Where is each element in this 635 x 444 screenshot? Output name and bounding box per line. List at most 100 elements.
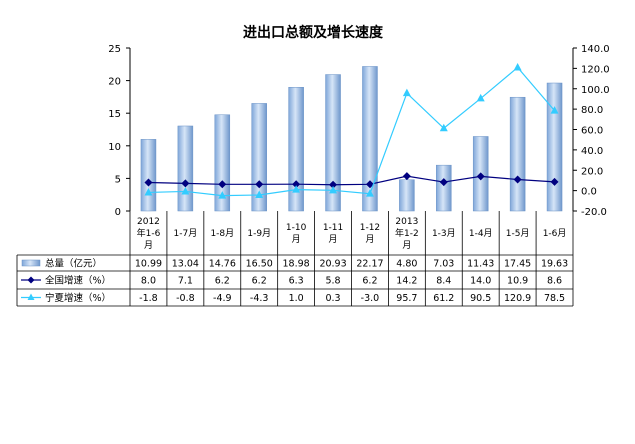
category-label: 1-3月 <box>432 228 456 239</box>
bar <box>214 114 231 212</box>
data-label: 95.7 <box>396 293 417 304</box>
category-label: 年1-2 <box>395 227 419 239</box>
data-label: 10.9 <box>507 276 528 287</box>
bar <box>325 74 341 212</box>
data-label: 7.03 <box>433 259 454 270</box>
data-label: 8.4 <box>436 276 451 287</box>
legend-key-bar <box>21 259 41 267</box>
data-label: 6.3 <box>289 276 304 287</box>
diamond-marker <box>402 172 411 181</box>
triangle-marker <box>402 88 411 97</box>
data-label: 8.6 <box>547 276 562 287</box>
left-tick-label: 15 <box>108 109 121 120</box>
left-tick-label: 5 <box>115 174 121 185</box>
category-label: 月 <box>402 240 411 251</box>
data-label: 11.43 <box>467 259 494 270</box>
right-tick-label: 120.0 <box>581 64 610 75</box>
right-tick-label: 80.0 <box>581 105 603 116</box>
category-label: 2013 <box>395 217 418 227</box>
data-label: 90.5 <box>470 293 491 304</box>
left-tick-label: 0 <box>115 207 121 218</box>
diamond-marker <box>476 172 485 181</box>
legend-diamond-marker <box>27 276 35 284</box>
category-label: 月 <box>144 240 153 251</box>
data-label: 18.98 <box>283 259 310 270</box>
data-label: -4.3 <box>250 293 269 304</box>
triangle-marker <box>329 185 338 194</box>
data-label: 14.76 <box>209 259 236 270</box>
category-label: 1-11 <box>323 223 343 233</box>
diamond-marker <box>181 179 190 188</box>
data-label: 13.04 <box>172 259 199 270</box>
triangle-marker <box>365 189 374 197</box>
category-label: 1-10 <box>286 223 307 233</box>
category-label: 月 <box>365 234 374 245</box>
data-label: 6.2 <box>215 276 230 287</box>
data-label: 61.2 <box>433 293 454 304</box>
diamond-marker <box>218 180 227 189</box>
legend-entry: 总量（亿元） <box>45 258 102 270</box>
data-label: 5.8 <box>325 276 340 287</box>
bar <box>436 164 452 212</box>
data-label: 120.9 <box>504 293 531 304</box>
bar <box>399 179 415 212</box>
bar <box>546 82 563 212</box>
bar <box>509 96 526 212</box>
data-label: 0.3 <box>325 293 340 304</box>
bar <box>140 139 157 212</box>
right-tick-label: 20.0 <box>581 166 603 177</box>
data-label: 1.0 <box>289 293 304 304</box>
left-tick-label: 20 <box>108 77 121 88</box>
category-label: 2012 <box>137 217 160 227</box>
left-tick-label: 10 <box>108 142 121 153</box>
diamond-marker <box>550 177 559 186</box>
triangle-marker <box>476 93 485 102</box>
data-label: 17.45 <box>504 259 531 270</box>
category-label: 1-6月 <box>543 228 567 239</box>
triangle-marker <box>550 106 559 114</box>
national-growth-line <box>148 175 555 186</box>
data-label: -3.0 <box>361 293 380 304</box>
bar <box>177 125 194 212</box>
right-tick-label: 140.0 <box>581 44 610 55</box>
triangle-marker <box>181 186 190 195</box>
axes: 0 5 10 15 20 25 -20.0 0.0 20.0 40.0 60.0 80.0 100.0 1… <box>108 44 609 218</box>
data-label: 22.17 <box>356 259 383 270</box>
diamond-marker <box>292 180 301 189</box>
right-tick-label: -20.0 <box>581 207 607 218</box>
category-label: 1-5月 <box>506 228 530 239</box>
triangle-marker <box>255 190 264 199</box>
data-label: -0.8 <box>176 293 195 304</box>
data-label: -1.8 <box>139 293 158 304</box>
diamond-marker <box>365 180 374 189</box>
category-label: 1-12 <box>360 223 380 233</box>
triangle-marker <box>439 123 448 132</box>
data-label: 7.1 <box>178 276 193 287</box>
category-label: 1-4月 <box>469 228 493 239</box>
ningxia-growth-line <box>148 66 555 197</box>
data-label: 14.2 <box>396 276 417 287</box>
legend-triangle-marker <box>27 293 35 300</box>
data-label: 4.80 <box>396 259 417 270</box>
diamond-marker <box>513 175 522 184</box>
diamond-marker <box>439 178 448 187</box>
category-label: 1-9月 <box>247 228 271 239</box>
data-label: 6.2 <box>362 276 377 287</box>
bar <box>288 87 304 212</box>
right-tick-label: 0.0 <box>581 187 597 198</box>
category-label: 1-8月 <box>210 228 234 239</box>
left-tick-label: 25 <box>108 44 121 55</box>
bar-series <box>140 66 563 212</box>
right-tick-label: 40.0 <box>581 146 603 157</box>
triangle-marker <box>513 62 522 71</box>
data-label: 10.99 <box>135 259 162 270</box>
triangle-marker <box>144 187 153 196</box>
line-series <box>144 62 559 199</box>
data-label: 20.93 <box>319 259 346 270</box>
triangle-marker <box>292 185 301 193</box>
data-label: 6.2 <box>252 276 267 287</box>
legend-entry: 宁夏增速（%） <box>45 292 111 304</box>
diamond-marker <box>329 180 338 189</box>
